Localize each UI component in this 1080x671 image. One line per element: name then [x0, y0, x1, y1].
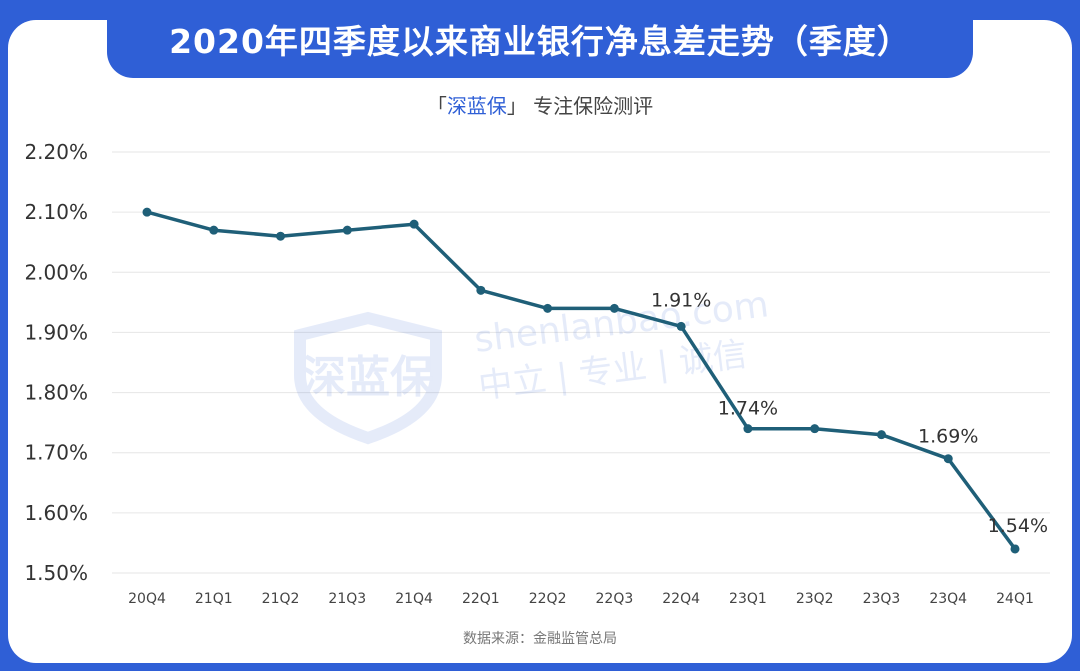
data-point: [810, 424, 820, 434]
x-tick-label: 23Q4: [929, 591, 967, 607]
data-point: [743, 424, 753, 434]
data-label: 1.91%: [651, 289, 711, 311]
grid-layer: [112, 151, 1050, 574]
x-tick-label: 22Q2: [529, 591, 567, 607]
y-tick-label: 1.50%: [24, 561, 88, 585]
x-tick-label: 23Q1: [729, 591, 767, 607]
y-tick-label: 1.70%: [24, 441, 88, 465]
data-point: [409, 219, 419, 229]
y-tick-label: 2.20%: [24, 140, 88, 164]
data-point: [276, 231, 286, 241]
brand-close-bracket: 」: [506, 94, 527, 118]
data-point: [609, 303, 619, 313]
shield-icon: [294, 311, 442, 445]
data-point: [676, 321, 686, 331]
x-tick-label: 22Q3: [596, 591, 634, 607]
x-tick-label: 23Q2: [796, 591, 834, 607]
x-tick-label: 21Q3: [328, 591, 366, 607]
brand-tagline: 专注保险测评: [533, 94, 654, 118]
x-tick-label: 24Q1: [996, 591, 1034, 607]
data-point: [543, 303, 553, 313]
chart-title: 2020年四季度以来商业银行净息差走势（季度）: [169, 22, 911, 61]
data-labels: 1.91% 1.74% 1.69% 1.54%: [651, 289, 1048, 537]
title-banner: 2020年四季度以来商业银行净息差走势（季度）: [107, 0, 973, 78]
brand-name: 深蓝保: [446, 94, 507, 118]
y-tick-label: 1.60%: [24, 501, 88, 525]
y-tick-label: 2.00%: [24, 260, 88, 284]
chart-card: [8, 20, 1072, 663]
x-tick-label: 20Q4: [128, 591, 166, 607]
data-point: [1010, 544, 1020, 554]
data-point: [876, 430, 886, 440]
y-axis: 2.20% 2.10% 2.00% 1.90% 1.80% 1.70% 1.60% 1.50%: [24, 140, 88, 585]
series-line: [146, 210, 1017, 550]
x-tick-label: 21Q4: [395, 591, 433, 607]
data-label: 1.54%: [988, 515, 1048, 537]
x-axis: 20Q4 21Q1 21Q2 21Q3 21Q4 22Q1 22Q2 22Q3 22Q4 23Q1…: [128, 591, 1034, 607]
watermark-logo: 深蓝保: [302, 352, 435, 403]
data-point: [142, 207, 152, 217]
y-tick-label: 1.90%: [24, 320, 88, 344]
data-label: 1.74%: [718, 398, 778, 420]
brand-line: 「深蓝保」 专注保险测评: [0, 90, 1080, 119]
data-points: [142, 207, 1020, 554]
data-source: 数据来源：金融监管总局: [463, 631, 617, 647]
brand-open-bracket: 「: [426, 94, 447, 118]
x-tick-label: 23Q3: [863, 591, 901, 607]
y-tick-label: 2.10%: [24, 200, 88, 224]
y-tick-label: 1.80%: [24, 381, 88, 405]
data-label: 1.69%: [918, 426, 978, 448]
data-point: [342, 225, 352, 235]
x-tick-label: 22Q4: [662, 591, 700, 607]
data-point: [209, 225, 219, 235]
data-point: [943, 454, 953, 464]
x-tick-label: 22Q1: [462, 591, 500, 607]
x-tick-label: 21Q2: [262, 591, 300, 607]
data-point: [476, 285, 486, 295]
x-tick-label: 21Q1: [195, 591, 233, 607]
